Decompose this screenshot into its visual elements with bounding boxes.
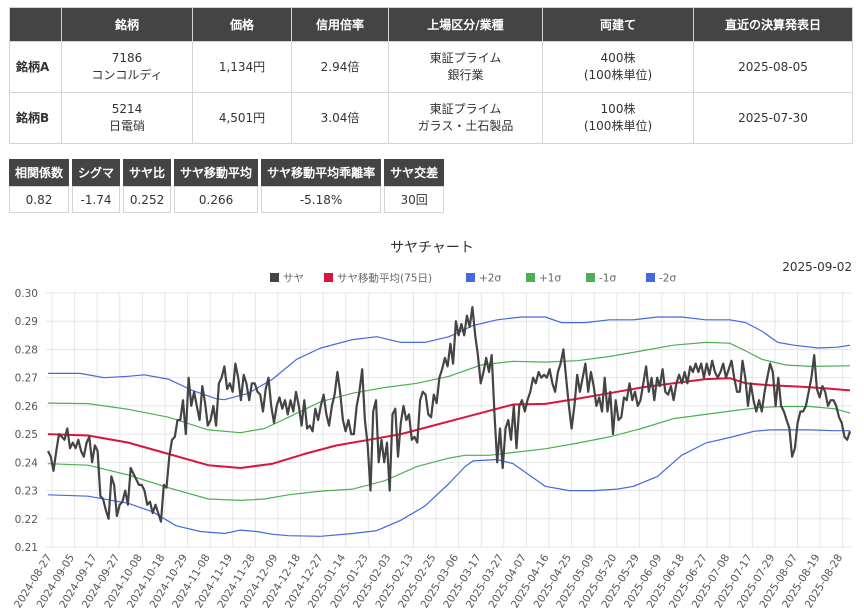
stock-row-label: 銘柄A — [9, 41, 62, 93]
legend-item[interactable]: +2σ — [466, 273, 501, 285]
y-tick-label: 0.22 — [15, 514, 38, 526]
legend-item[interactable]: +1σ — [526, 273, 561, 285]
stock-name: コンコルディ — [91, 68, 163, 82]
legend-swatch — [526, 273, 535, 282]
legend-label: -2σ — [659, 273, 676, 285]
stock-table-header-row: 銘柄 価格 信用倍率 上場区分/業種 両建て 直近の決算発表日 — [9, 7, 853, 42]
stats-value-row: 0.82 -1.74 0.252 0.266 -5.18% 30回 — [9, 186, 445, 213]
stat-label-sigma: シグマ — [72, 159, 121, 186]
stock-header-name: 銘柄 — [61, 7, 193, 42]
y-tick-label: 0.25 — [15, 429, 38, 441]
stock-hedge: 100株 — [600, 102, 636, 116]
series-line-p1 — [47, 341, 851, 434]
stock-market: 東証プライム — [429, 102, 502, 116]
stat-label-crosses: サヤ交差 — [384, 159, 445, 186]
stat-label-ratio: サヤ比 — [123, 159, 172, 186]
stats-table: 相関係数 シグマ サヤ比 サヤ移動平均 サヤ移動平均乖離率 サヤ交差 0.82 … — [6, 159, 447, 213]
y-tick-label: 0.23 — [15, 486, 38, 498]
stock-price: 4,501円 — [192, 92, 292, 144]
stock-code: 7186 — [111, 51, 143, 65]
legend-item[interactable]: -1σ — [586, 273, 616, 285]
legend-swatch — [324, 273, 333, 282]
legend-label: +1σ — [539, 273, 561, 285]
stock-industry: ガラス・土石製品 — [417, 119, 514, 133]
legend-item[interactable]: サヤ移動平均(75日) — [324, 272, 432, 285]
series-line-p2 — [48, 316, 851, 401]
stock-row-b: 銘柄B 5214 日電硝 4,501円 3.04倍 東証プライム ガラス・土石製品 … — [9, 92, 853, 144]
stock-hedge-unit: (100株単位) — [583, 119, 653, 133]
saya-chart: サヤチャート 2025-09-02 サヤ サヤ移動平均(75日) +2σ +1σ -1σ… — [12, 240, 852, 610]
stat-value-ma: 0.266 — [174, 186, 259, 213]
stock-margin-ratio: 2.94倍 — [291, 41, 389, 93]
legend-swatch — [586, 273, 595, 282]
legend-label: サヤ — [283, 273, 304, 285]
chart-series — [47, 306, 852, 537]
stat-value-sigma: -1.74 — [72, 186, 121, 213]
stock-hedge-unit: (100株単位) — [583, 68, 653, 82]
stock-header-margin-ratio: 信用倍率 — [291, 7, 389, 42]
stock-hedge-cell: 100株 (100株単位) — [542, 92, 694, 144]
stock-name-cell: 7186 コンコルディ — [61, 41, 193, 93]
legend-label: +2σ — [479, 273, 501, 285]
stock-header-earnings-date: 直近の決算発表日 — [693, 7, 853, 42]
stock-table: 銘柄 価格 信用倍率 上場区分/業種 両建て 直近の決算発表日 銘柄A 7186… — [9, 7, 853, 144]
y-tick-label: 0.28 — [15, 344, 38, 356]
stock-price: 1,134円 — [192, 41, 292, 93]
legend-item[interactable]: -2σ — [646, 273, 676, 285]
x-axis: 2024-08-272024-09-052024-09-172024-09-27… — [12, 552, 845, 610]
stats-header-row: 相関係数 シグマ サヤ比 サヤ移動平均 サヤ移動平均乖離率 サヤ交差 — [9, 159, 445, 186]
y-tick-label: 0.29 — [15, 316, 38, 328]
stock-code: 5214 — [111, 102, 143, 116]
legend-swatch — [270, 273, 279, 282]
stat-label-deviation: サヤ移動平均乖離率 — [261, 159, 382, 186]
y-tick-label: 0.27 — [15, 373, 38, 385]
stock-header-market: 上場区分/業種 — [388, 7, 543, 42]
stock-hedge-cell: 400株 (100株単位) — [542, 41, 694, 93]
stock-header-corner — [9, 7, 62, 42]
stock-market: 東証プライム — [429, 51, 502, 65]
chart-title: サヤチャート — [390, 240, 474, 256]
stock-earnings-date: 2025-07-30 — [693, 92, 853, 144]
series-line-saya — [47, 306, 852, 523]
y-tick-label: 0.30 — [15, 288, 38, 300]
stock-name: 日電硝 — [108, 119, 145, 133]
legend-swatch — [466, 273, 475, 282]
y-tick-label: 0.26 — [15, 401, 39, 413]
stock-earnings-date: 2025-08-05 — [693, 41, 853, 93]
stat-value-crosses: 30回 — [384, 186, 445, 213]
stat-label-correlation: 相関係数 — [9, 159, 70, 186]
stat-value-deviation: -5.18% — [261, 186, 382, 213]
stock-margin-ratio: 3.04倍 — [291, 92, 389, 144]
chart-date-label: 2025-09-02 — [782, 260, 852, 274]
legend-item[interactable]: サヤ — [270, 273, 304, 285]
y-axis: 0.21 0.22 0.23 0.24 0.25 0.26 0.27 0.28 0.29 0.30 — [15, 288, 39, 554]
chart-legend: サヤ サヤ移動平均(75日) +2σ +1σ -1σ -2σ — [270, 272, 676, 285]
stock-market-cell: 東証プライム ガラス・土石製品 — [388, 92, 543, 144]
stock-header-price: 価格 — [192, 7, 292, 42]
legend-label: -1σ — [599, 273, 616, 285]
y-tick-label: 0.21 — [15, 542, 38, 554]
stock-row-label: 銘柄B — [9, 92, 62, 144]
stock-hedge: 400株 — [600, 51, 636, 65]
legend-label: サヤ移動平均(75日) — [337, 272, 432, 285]
stock-industry: 銀行業 — [447, 68, 484, 82]
stock-market-cell: 東証プライム 銀行業 — [388, 41, 543, 93]
stat-value-ratio: 0.252 — [123, 186, 172, 213]
legend-swatch — [646, 273, 655, 282]
series-line-m1 — [47, 405, 851, 501]
y-tick-label: 0.24 — [15, 457, 39, 469]
stock-row-a: 銘柄A 7186 コンコルディ 1,134円 2.94倍 東証プライム 銀行業 40… — [9, 41, 853, 93]
stock-name-cell: 5214 日電硝 — [61, 92, 193, 144]
stock-header-hedge: 両建て — [542, 7, 694, 42]
stat-label-ma: サヤ移動平均 — [174, 159, 259, 186]
series-line-m2 — [47, 429, 850, 537]
stat-value-correlation: 0.82 — [9, 186, 70, 213]
chart-grid — [46, 292, 852, 548]
